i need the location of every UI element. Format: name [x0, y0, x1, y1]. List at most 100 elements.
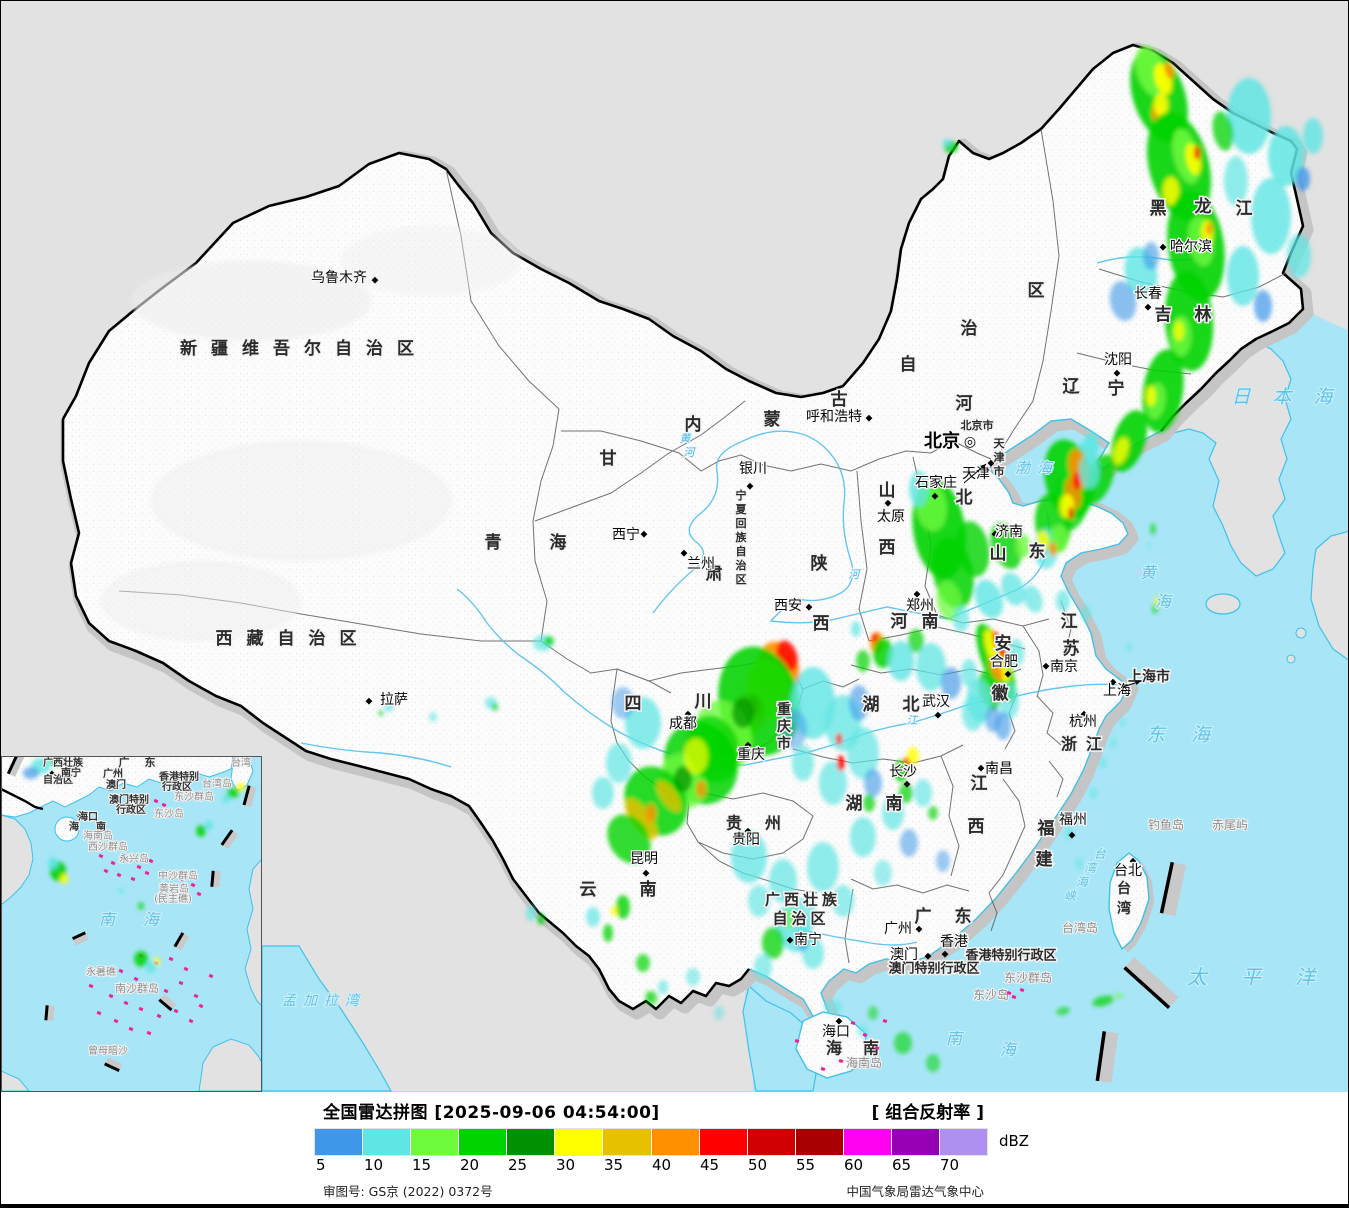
svg-text:◆: ◆: [1130, 857, 1137, 867]
svg-text:成都: 成都: [669, 716, 697, 732]
inset-frame: [1, 756, 262, 1092]
dbz-color-step: [555, 1129, 603, 1155]
svg-text:永暑礁: 永暑礁: [86, 965, 116, 978]
svg-text:四: 四: [625, 694, 642, 714]
province-labels: 新疆维吾尔自治区西藏自治区青 海甘肃内 蒙古自治区宁夏回族自治区陕西山西河北山 东河南…: [179, 194, 1255, 1059]
svg-text:肃: 肃: [706, 564, 723, 584]
svg-text:新疆维吾尔自治区: 新疆维吾尔自治区: [180, 338, 428, 359]
svg-text:太原: 太原: [877, 509, 905, 525]
svg-text:呼和浩特: 呼和浩特: [806, 409, 862, 425]
boundary-dash-bar: [1123, 956, 1179, 1010]
dbz-tick: 55: [796, 1156, 816, 1174]
svg-text:◆: ◆: [935, 711, 942, 721]
svg-text:东: 东: [145, 755, 156, 769]
svg-text:台: 台: [1094, 847, 1107, 861]
svg-text:重庆: 重庆: [737, 747, 765, 763]
svg-text:◆: ◆: [1043, 662, 1050, 672]
svg-text:海口: 海口: [78, 810, 98, 823]
svg-text:曾母暗沙: 曾母暗沙: [88, 1044, 128, 1057]
svg-text:◆: ◆: [916, 925, 923, 935]
svg-text:南昌: 南昌: [985, 761, 1013, 777]
svg-text:◆: ◆: [685, 710, 692, 720]
svg-text:古: 古: [831, 389, 848, 410]
svg-text:中沙群岛: 中沙群岛: [158, 869, 198, 882]
svg-text:自治区: 自治区: [772, 909, 829, 927]
svg-text:黑: 黑: [1150, 199, 1167, 219]
svg-text:吉: 吉: [1155, 305, 1172, 325]
svg-text:广: 广: [915, 906, 932, 927]
svg-text:台湾: 台湾: [231, 756, 251, 769]
dbz-tick: 10: [364, 1156, 384, 1174]
svg-text:澳门: 澳门: [890, 947, 918, 963]
svg-text:◆: ◆: [978, 764, 985, 774]
svg-text:海: 海: [1000, 1040, 1018, 1059]
svg-text:◆: ◆: [932, 492, 939, 502]
svg-text:◆: ◆: [681, 549, 688, 559]
svg-text:南: 南: [922, 611, 939, 632]
svg-text:北: 北: [903, 695, 920, 715]
svg-text:◆: ◆: [120, 856, 126, 864]
map-title: 全国雷达拼图 [2025-09-06 04:54:00]: [323, 1103, 660, 1123]
svg-text:日本海: 日本海: [1231, 386, 1349, 408]
svg-text:南: 南: [886, 793, 903, 814]
svg-text:海口: 海口: [822, 1024, 850, 1040]
svg-text:南宁: 南宁: [61, 766, 81, 779]
svg-text:川: 川: [694, 692, 712, 712]
dbz-color-step: [411, 1129, 459, 1155]
radar-echo-layer: [101, 45, 1323, 1072]
svg-text:◆: ◆: [745, 827, 752, 837]
svg-text:黄: 黄: [680, 432, 693, 445]
svg-text:海: 海: [826, 1039, 842, 1058]
svg-text:郑州: 郑州: [906, 598, 934, 614]
dbz-tick: 5: [316, 1156, 326, 1174]
svg-text:◆: ◆: [885, 499, 892, 509]
svg-text:◆: ◆: [925, 952, 932, 962]
svg-text:沈阳: 沈阳: [1104, 352, 1132, 368]
svg-text:广: 广: [119, 755, 130, 769]
svg-text:东沙群岛: 东沙群岛: [174, 790, 214, 803]
svg-text:海南岛: 海南岛: [83, 829, 113, 842]
svg-text:澳门: 澳门: [106, 778, 126, 791]
svg-text:◆: ◆: [904, 780, 911, 790]
svg-text:蒙: 蒙: [764, 409, 781, 430]
dbz-color-step: [891, 1129, 940, 1155]
svg-text:南: 南: [96, 820, 106, 833]
svg-text:苏: 苏: [1063, 638, 1080, 659]
svg-text:广州: 广州: [103, 767, 123, 780]
bay-of-bengal: [261, 945, 393, 1092]
dbz-color-step: [940, 1129, 988, 1155]
svg-text:南: 南: [946, 1029, 965, 1048]
svg-text:贵阳: 贵阳: [732, 832, 760, 848]
dbz-colorbar: [314, 1128, 988, 1156]
capital-label: ◎北京: [923, 429, 976, 454]
svg-text:◆: ◆: [1081, 710, 1088, 720]
dbz-tick: 60: [844, 1156, 864, 1174]
svg-text:昆明: 昆明: [630, 851, 658, 867]
svg-text:台北: 台北: [1114, 863, 1142, 879]
svg-text:山: 山: [990, 544, 1007, 564]
svg-text:◆: ◆: [372, 276, 379, 286]
dbz-tick: 70: [940, 1156, 960, 1174]
svg-text:内: 内: [685, 414, 702, 435]
dbz-tick: 40: [652, 1156, 672, 1174]
svg-text:南京: 南京: [1050, 659, 1078, 675]
boundary-dash-bar: [1095, 1031, 1119, 1083]
svg-text:峡: 峡: [1064, 889, 1078, 903]
svg-text:西: 西: [879, 538, 896, 558]
svg-text:陕: 陕: [811, 553, 828, 574]
svg-text:永兴岛: 永兴岛: [119, 852, 149, 865]
product-label: [ 组合反射率 ]: [871, 1103, 984, 1123]
svg-text:◆: ◆: [787, 936, 794, 946]
svg-text:台湾岛: 台湾岛: [1062, 920, 1098, 935]
dbz-tick: 25: [508, 1156, 528, 1174]
svg-text:甘: 甘: [600, 448, 617, 469]
svg-text:河: 河: [684, 446, 697, 459]
dbz-color-step: [747, 1129, 795, 1155]
svg-text:湾: 湾: [1117, 900, 1131, 917]
svg-text:山: 山: [879, 481, 896, 501]
svg-text:◆: ◆: [836, 1017, 843, 1027]
svg-text:西: 西: [813, 614, 830, 634]
dbz-color-step: [699, 1129, 747, 1155]
